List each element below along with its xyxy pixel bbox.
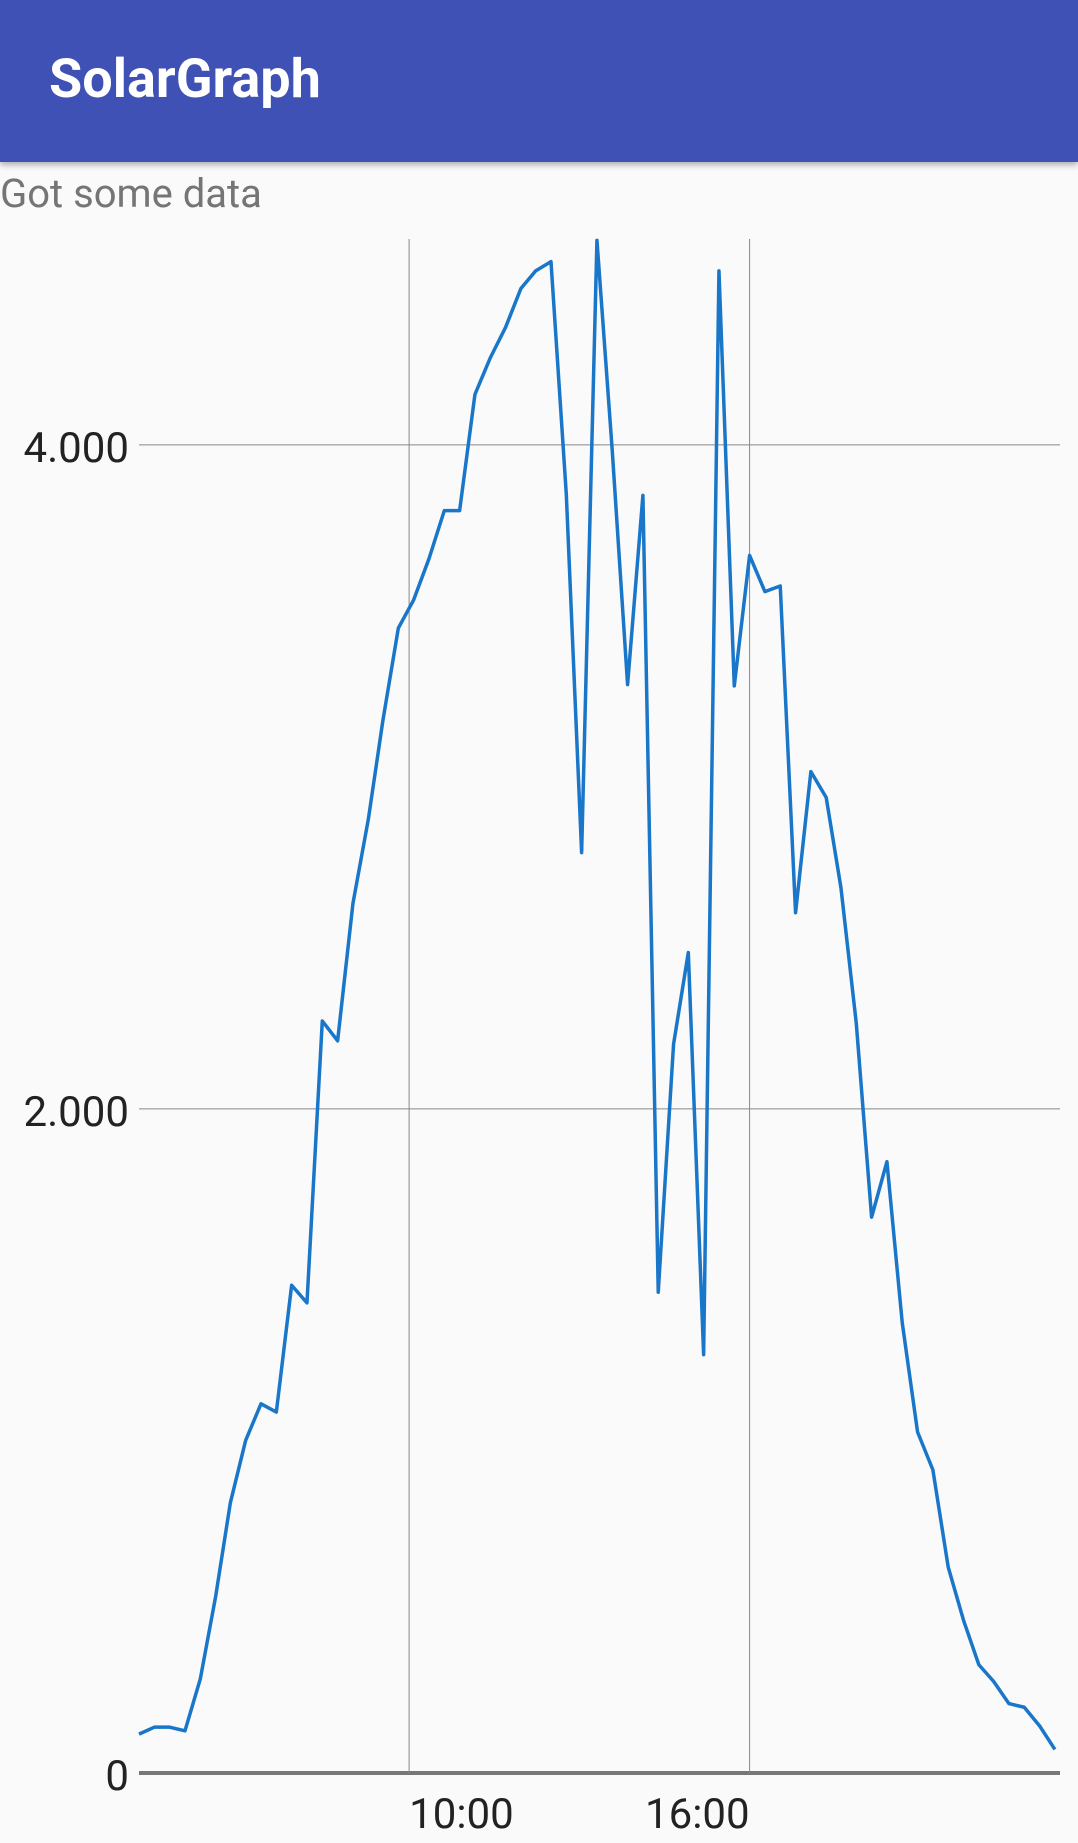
y-tick-label: 2.000 [24,1088,130,1137]
status-text: Got some data [0,170,262,217]
y-tick-label: 0 [105,1752,129,1801]
app-bar: SolarGraph [0,0,1078,162]
x-tick-label: 16:00 [645,1790,750,1839]
data-line [138,238,1057,1751]
x-tick-label: 10:00 [409,1790,514,1839]
app-title: SolarGraph [49,48,321,111]
y-tick-label: 4.000 [24,424,130,473]
